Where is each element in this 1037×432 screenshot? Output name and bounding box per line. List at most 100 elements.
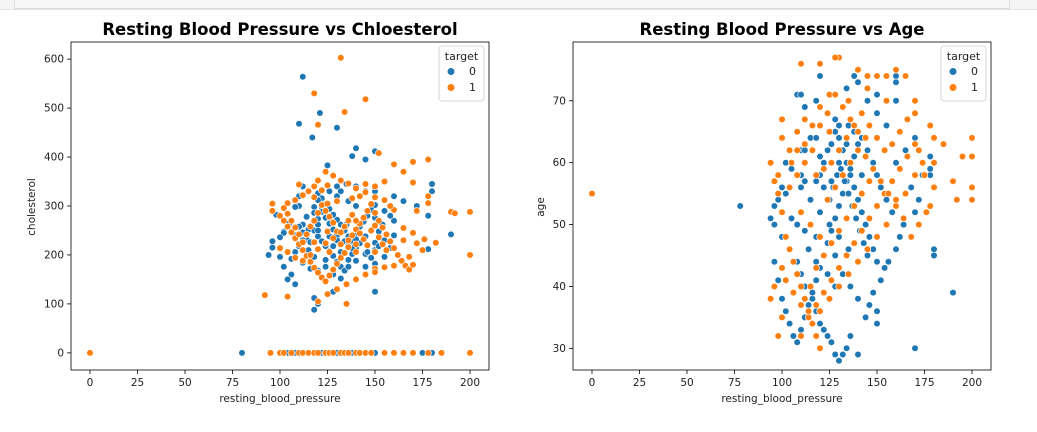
data-point — [797, 208, 805, 216]
data-point — [424, 155, 432, 164]
data-point — [308, 133, 316, 142]
data-point — [903, 152, 912, 161]
data-point — [291, 280, 299, 288]
data-point — [409, 261, 417, 269]
data-point — [782, 233, 790, 241]
data-point — [380, 177, 389, 186]
data-point — [367, 254, 375, 262]
data-point — [839, 171, 847, 179]
data-point — [837, 165, 845, 173]
data-point — [797, 301, 805, 309]
data-point — [361, 263, 370, 271]
data-point — [918, 159, 927, 167]
data-point — [466, 349, 474, 357]
data-point — [968, 152, 976, 161]
data-point — [842, 134, 851, 142]
data-point — [363, 248, 372, 256]
data-point — [816, 320, 824, 328]
data-point — [325, 187, 334, 195]
data-point — [854, 128, 862, 136]
data-point — [930, 245, 938, 253]
data-point — [356, 192, 364, 200]
data-point — [341, 249, 349, 257]
legend: target 0 1 — [438, 45, 485, 102]
data-point — [820, 251, 828, 260]
data-point — [835, 146, 843, 154]
data-point — [823, 146, 832, 154]
data-point — [801, 177, 809, 185]
data-point — [325, 248, 334, 256]
data-point — [774, 196, 782, 204]
data-point — [801, 159, 809, 167]
data-point — [835, 134, 843, 142]
data-point — [280, 217, 288, 225]
data-point — [323, 200, 332, 208]
data-point — [386, 202, 394, 210]
data-point — [892, 97, 900, 105]
data-point — [284, 210, 292, 218]
data-point — [892, 196, 900, 204]
data-point — [325, 271, 334, 280]
data-point — [844, 97, 853, 105]
data-point — [280, 349, 288, 357]
data-point — [344, 263, 353, 271]
data-point — [766, 214, 775, 222]
data-point — [930, 251, 938, 260]
data-point — [361, 95, 370, 103]
chart-title: Resting Blood Pressure vs Chloesterol — [102, 20, 457, 39]
data-point — [844, 245, 853, 253]
data-point — [785, 320, 794, 328]
data-point — [291, 203, 299, 211]
data-point — [314, 176, 322, 185]
data-point — [329, 219, 337, 227]
data-point — [930, 134, 938, 142]
y-tick-label: 600 — [44, 54, 64, 66]
data-point — [409, 178, 417, 187]
data-point — [413, 207, 421, 215]
data-point — [344, 217, 353, 225]
data-point — [352, 248, 360, 256]
data-point — [352, 275, 360, 284]
data-point — [428, 180, 436, 188]
data-point — [863, 84, 872, 92]
data-point — [808, 146, 817, 154]
data-point — [863, 72, 872, 80]
x-tick-label: 0 — [87, 377, 94, 389]
data-point — [854, 295, 862, 303]
data-point — [314, 209, 322, 217]
x-tick-label: 150 — [867, 377, 887, 389]
data-point — [86, 349, 94, 357]
data-point — [329, 266, 337, 274]
data-point — [873, 171, 881, 179]
data-point — [806, 196, 815, 204]
data-point — [892, 78, 900, 86]
data-point — [789, 332, 798, 340]
data-point — [808, 121, 817, 130]
data-point — [808, 320, 817, 328]
data-point — [801, 115, 809, 123]
series-1-points — [588, 53, 976, 352]
data-point — [399, 349, 408, 357]
data-point — [344, 256, 353, 264]
data-point — [785, 245, 794, 253]
data-point — [846, 332, 855, 340]
data-point — [793, 270, 801, 278]
data-point — [380, 349, 389, 357]
data-point — [428, 187, 436, 195]
data-point — [276, 253, 284, 261]
legend-label: 1 — [971, 81, 978, 94]
data-point — [896, 233, 904, 241]
legend-marker — [446, 83, 456, 92]
chart-panel-rbp-vs-cholesterol: Resting Blood Pressure vs Chloesterol re… — [26, 20, 490, 405]
data-point — [371, 209, 379, 217]
data-point — [299, 246, 307, 254]
data-point — [268, 244, 277, 252]
data-point — [291, 223, 299, 232]
data-point — [736, 202, 744, 210]
data-point — [808, 295, 817, 303]
data-point — [276, 212, 284, 220]
y-tick-label: 0 — [57, 347, 64, 359]
x-tick-label: 175 — [412, 377, 432, 389]
data-point — [831, 350, 839, 359]
data-point — [816, 208, 824, 216]
